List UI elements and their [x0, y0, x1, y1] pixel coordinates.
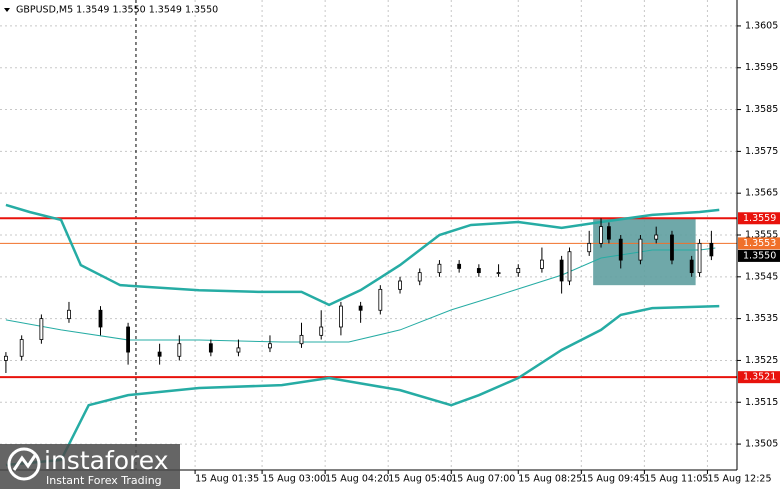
candle-body: [496, 272, 501, 275]
candle-body: [618, 238, 623, 261]
x-tick-label: 15 Aug 07:00: [451, 474, 515, 485]
candle-body: [638, 238, 643, 261]
level-tag: [738, 237, 780, 250]
candle-body: [437, 263, 442, 274]
candle-body: [39, 318, 44, 340]
candle-body: [299, 334, 304, 345]
candle-body: [4, 355, 8, 361]
y-tick-label: 1.3565: [745, 188, 778, 199]
x-tick-label: 15 Aug 11:05: [644, 474, 708, 485]
candle-body: [697, 242, 702, 274]
x-tick-label: 15 Aug 08:25: [518, 474, 582, 485]
candle-body: [417, 272, 422, 282]
candle-body: [358, 305, 363, 311]
candle-body: [689, 259, 694, 274]
candle-body: [607, 226, 611, 240]
x-tick-label: 15 Aug 01:35: [195, 474, 259, 485]
candle-body: [177, 343, 182, 357]
candle-body: [457, 263, 462, 269]
x-tick-label: 15 Aug 04:20: [325, 474, 389, 485]
candle-body: [587, 242, 592, 253]
candle-body: [709, 242, 714, 257]
level-label: 1.3550: [743, 250, 776, 261]
x-tick-label: 15 Aug 03:00: [262, 474, 326, 485]
y-tick-label: 1.3585: [745, 104, 778, 115]
y-tick-label: 1.3535: [745, 313, 778, 324]
band-line: [5, 247, 716, 343]
candle-body: [208, 343, 213, 353]
band-line: [5, 304, 720, 467]
symbol-menu-icon[interactable]: [4, 8, 10, 12]
candle-body: [126, 326, 130, 353]
y-tick-label: 1.3595: [745, 62, 778, 73]
candle-body: [98, 309, 103, 328]
chart-title: GBPUSD,M5 1.3549 1.3550 1.3549 1.3550: [16, 5, 218, 16]
y-tick-label: 1.3575: [745, 146, 778, 157]
candle-body: [540, 259, 544, 269]
y-tick-label: 1.3525: [745, 355, 778, 366]
watermark-tagline: Instant Forex Trading: [46, 474, 162, 487]
candle-body: [599, 226, 603, 244]
watermark-logo-mark: [12, 453, 38, 471]
candle-body: [378, 288, 383, 311]
level-tag: [738, 212, 780, 225]
y-tick-label: 1.3505: [745, 439, 778, 450]
candle-body: [339, 305, 343, 328]
x-tick-label: 15 Aug 12:25: [707, 474, 771, 485]
watermark-brand: instaforex: [44, 446, 169, 475]
level-tag: [738, 249, 780, 262]
y-tick-label: 1.3605: [745, 20, 778, 31]
watermark: instaforex Instant Forex Trading: [0, 444, 180, 489]
level-tag: [738, 371, 780, 384]
candle-body: [476, 268, 481, 274]
candle-body: [67, 309, 71, 320]
candle-body: [516, 268, 521, 274]
candle-body: [567, 251, 572, 282]
candle-body: [236, 347, 241, 353]
candle-body: [559, 259, 564, 282]
candle-body: [319, 326, 324, 336]
candle-body: [268, 343, 272, 349]
x-tick-label: 15 Aug 05:40: [388, 474, 452, 485]
watermark-logo: [7, 447, 41, 481]
level-label: 1.3553: [743, 238, 776, 249]
candle-body: [157, 351, 162, 357]
candle-body: [19, 339, 24, 357]
level-label: 1.3559: [743, 213, 776, 224]
y-tick-label: 1.3555: [745, 230, 778, 241]
x-tick-label: 15 Aug 09:45: [581, 474, 645, 485]
candle-body: [670, 234, 674, 261]
candle-body: [398, 280, 402, 290]
candle-body: [654, 234, 659, 240]
level-label: 1.3521: [743, 372, 776, 383]
y-tick-label: 1.3545: [745, 271, 778, 282]
plot-area: [0, 0, 737, 470]
y-tick-label: 1.3515: [745, 397, 778, 408]
